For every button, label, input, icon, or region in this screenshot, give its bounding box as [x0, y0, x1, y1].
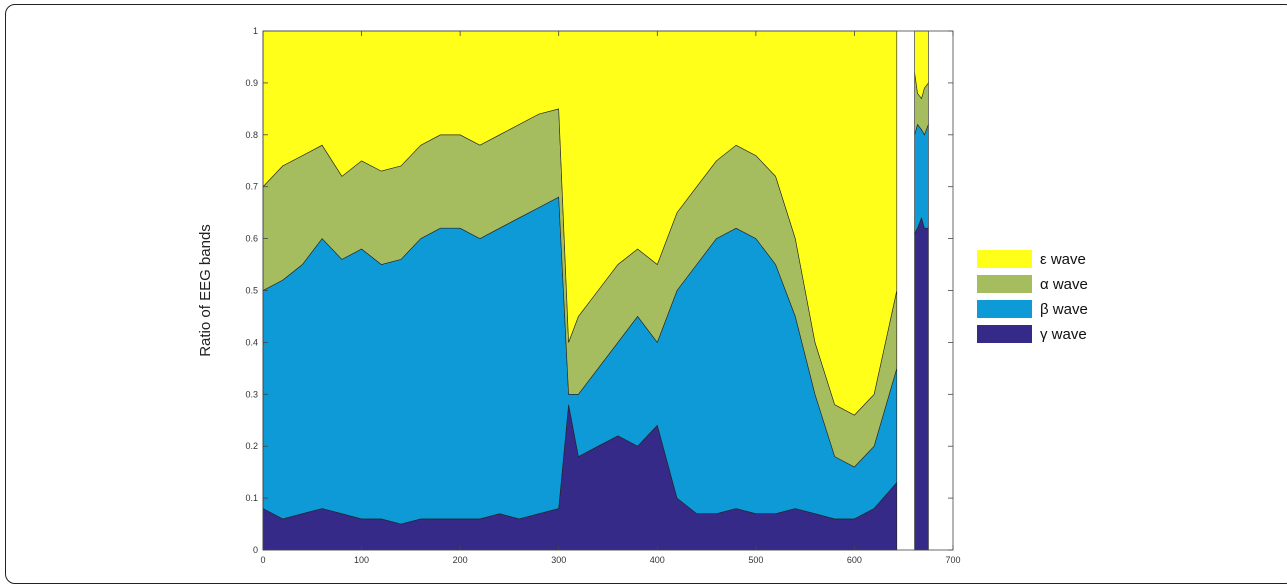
- y-tick-label: 0: [253, 545, 258, 555]
- legend-swatch: [977, 300, 1032, 318]
- legend-label: β wave: [1040, 301, 1088, 318]
- y-tick-label: 0.1: [245, 493, 258, 503]
- legend-swatch: [977, 250, 1032, 268]
- y-tick-label: 0.4: [245, 337, 258, 347]
- legend-swatch: [977, 275, 1032, 293]
- y-tick-label: 0.2: [245, 441, 258, 451]
- x-tick-label: 400: [650, 555, 665, 565]
- area-β-wave-seg2: [915, 124, 929, 233]
- stacked-area-chart: 0 100 200 300 400 500 600 700 0 0.1 0.2 0.3 0.4 0.5 0.…: [0, 0, 1287, 571]
- x-tick-label: 600: [847, 555, 862, 565]
- y-tick-label: 0.3: [245, 389, 258, 399]
- x-tick-label: 100: [354, 555, 369, 565]
- y-tick-label: 0.8: [245, 130, 258, 140]
- y-tick-label: 1: [253, 26, 258, 36]
- x-tick-label: 300: [551, 555, 566, 565]
- y-axis-label: Ratio of EEG bands: [197, 224, 214, 357]
- legend-label: ε wave: [1040, 251, 1086, 268]
- y-tick-label: 0.5: [245, 286, 258, 296]
- y-tick-label: 0.9: [245, 78, 258, 88]
- legend-label: α wave: [1040, 276, 1088, 293]
- x-tick-label: 200: [453, 555, 468, 565]
- legend-swatch: [977, 325, 1032, 343]
- x-tick-label: 0: [260, 555, 265, 565]
- y-tick-label: 0.6: [245, 234, 258, 244]
- x-tick-label: 700: [945, 555, 960, 565]
- legend-label: γ wave: [1040, 326, 1087, 343]
- area-γ-wave-seg2: [915, 218, 929, 550]
- y-tick-label: 0.7: [245, 182, 258, 192]
- x-tick-label: 500: [748, 555, 763, 565]
